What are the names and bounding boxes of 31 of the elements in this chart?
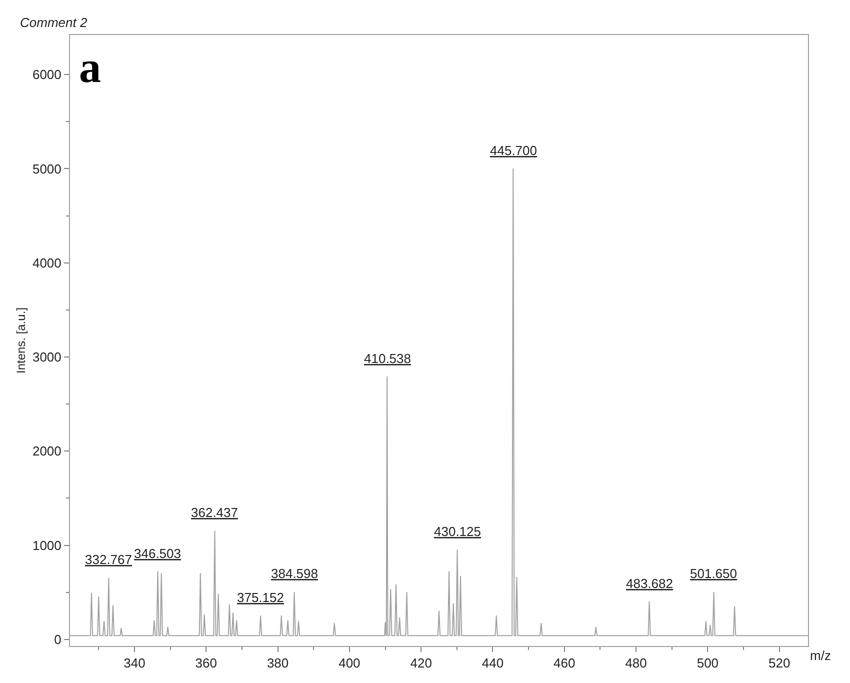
y-tick-label: 1000 — [32, 538, 62, 553]
annotation: a — [79, 43, 101, 92]
y-tick-label: 2000 — [32, 444, 62, 459]
annotation: 362.437 — [191, 505, 238, 520]
y-tick-label: 5000 — [32, 161, 62, 176]
annotation: 483.682 — [626, 576, 673, 591]
x-tick-label: 400 — [338, 656, 360, 671]
y-tick-label: 6000 — [32, 67, 62, 82]
y-tick-label: 4000 — [32, 255, 62, 270]
annotation: 445.700 — [490, 143, 537, 158]
annotation: 384.598 — [271, 566, 318, 581]
y-axis-title: Intens. [a.u.] — [14, 307, 28, 374]
x-axis-title: m/z — [810, 648, 831, 663]
x-tick-label: 340 — [124, 656, 146, 671]
y-tick-label: 3000 — [32, 350, 62, 365]
annotation: 501.650 — [690, 566, 737, 581]
annotation: 346.503 — [134, 546, 181, 561]
x-tick-label: 380 — [266, 656, 289, 671]
x-tick-label: 440 — [482, 656, 504, 671]
x-tick-label: 460 — [554, 656, 576, 671]
annotation: 332.767 — [85, 552, 132, 567]
x-tick-label: 520 — [768, 656, 790, 671]
x-tick-label: 420 — [410, 656, 432, 671]
text: Comment 2 — [20, 15, 88, 30]
y-tick-label: 0 — [54, 632, 62, 647]
annotation: 410.538 — [364, 351, 411, 366]
annotation: 430.125 — [434, 524, 481, 539]
x-tick-label: 480 — [625, 656, 647, 671]
annotation: 375.152 — [237, 590, 284, 605]
x-tick-label: 360 — [195, 656, 217, 671]
x-tick-label: 500 — [696, 656, 719, 671]
